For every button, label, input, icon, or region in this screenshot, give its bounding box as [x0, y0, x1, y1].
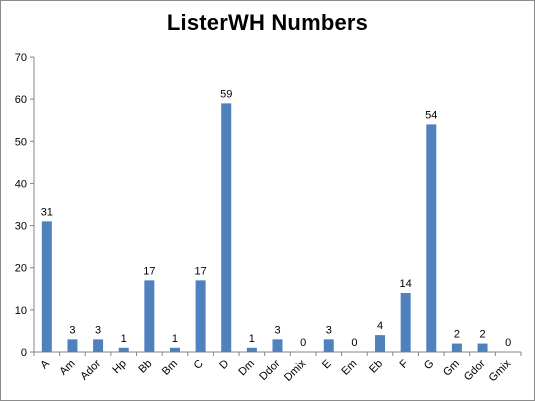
bar-D	[221, 103, 232, 352]
x-tick-label-Em: Em	[339, 358, 359, 378]
y-tick-label: 0	[21, 347, 27, 359]
data-label-Bb: 17	[143, 265, 155, 277]
x-tick-label-Am: Am	[57, 358, 77, 378]
bar-Bb	[144, 280, 155, 352]
y-tick-label: 60	[15, 94, 27, 106]
data-label-Bm: 1	[172, 333, 178, 345]
x-tick-label-Eb: Eb	[367, 358, 385, 376]
data-label-Dm: 1	[249, 333, 255, 345]
bar-Bm	[169, 347, 180, 352]
data-label-Eb: 4	[377, 320, 383, 332]
data-label-Ddor: 3	[274, 324, 280, 336]
x-tick-label-C: C	[192, 358, 206, 372]
x-tick-label-Bb: Bb	[136, 358, 154, 376]
bar-Eb	[375, 335, 386, 352]
y-tick-label: 20	[15, 263, 27, 275]
bar-G	[426, 124, 437, 352]
data-label-C: 17	[194, 265, 206, 277]
bar-Hp	[118, 347, 129, 352]
data-label-Gdor: 2	[479, 329, 485, 341]
y-tick-label: 40	[15, 178, 27, 190]
data-label-G: 54	[425, 109, 437, 121]
data-label-Dmix: 0	[300, 337, 306, 349]
chart-bars	[41, 103, 488, 352]
x-tick-label-Bm: Bm	[160, 358, 180, 378]
bar-Gm	[451, 343, 462, 352]
x-tick-label-F: F	[398, 357, 411, 370]
x-tick-label-Dm: Dm	[236, 358, 257, 379]
y-tick-label: 50	[15, 136, 27, 148]
x-tick-label-Hp: Hp	[110, 358, 128, 376]
y-tick-label: 30	[15, 221, 27, 233]
data-label-Ador: 3	[95, 324, 101, 336]
data-label-A: 31	[41, 206, 53, 218]
y-tick-label: 70	[15, 52, 27, 64]
y-tick-label: 10	[15, 305, 27, 317]
bar-Ddor	[272, 339, 283, 352]
chart-title: ListerWH Numbers	[166, 10, 369, 35]
x-tick-label-D: D	[217, 358, 231, 372]
x-tick-label-A: A	[38, 357, 52, 371]
data-label-E: 3	[326, 324, 332, 336]
data-label-D: 59	[220, 88, 232, 100]
x-tick-label-Gmix: Gmix	[487, 357, 514, 384]
x-tick-label-Ador: Ador	[78, 357, 103, 382]
bar-F	[400, 293, 411, 352]
x-tick-label-Gdor: Gdor	[462, 357, 488, 383]
data-label-Gmix: 0	[505, 337, 511, 349]
bar-A	[41, 221, 52, 352]
chart-axes	[30, 56, 522, 356]
x-tick-label-Ddor: Ddor	[257, 357, 283, 383]
data-label-Em: 0	[351, 337, 357, 349]
bar-Ador	[93, 339, 104, 352]
bar-Am	[67, 339, 78, 352]
data-label-Gm: 2	[454, 329, 460, 341]
data-label-Hp: 1	[121, 333, 127, 345]
data-label-F: 14	[400, 278, 412, 290]
bar-Gdor	[477, 343, 488, 352]
x-tick-label-E: E	[320, 358, 334, 372]
x-tick-label-Gm: Gm	[441, 358, 462, 379]
x-tick-label-Dmix: Dmix	[282, 357, 309, 384]
bar-C	[195, 280, 206, 352]
x-tick-label-G: G	[422, 358, 437, 373]
bar-Dm	[246, 347, 257, 352]
bar-E	[323, 339, 334, 352]
data-label-Am: 3	[69, 324, 75, 336]
